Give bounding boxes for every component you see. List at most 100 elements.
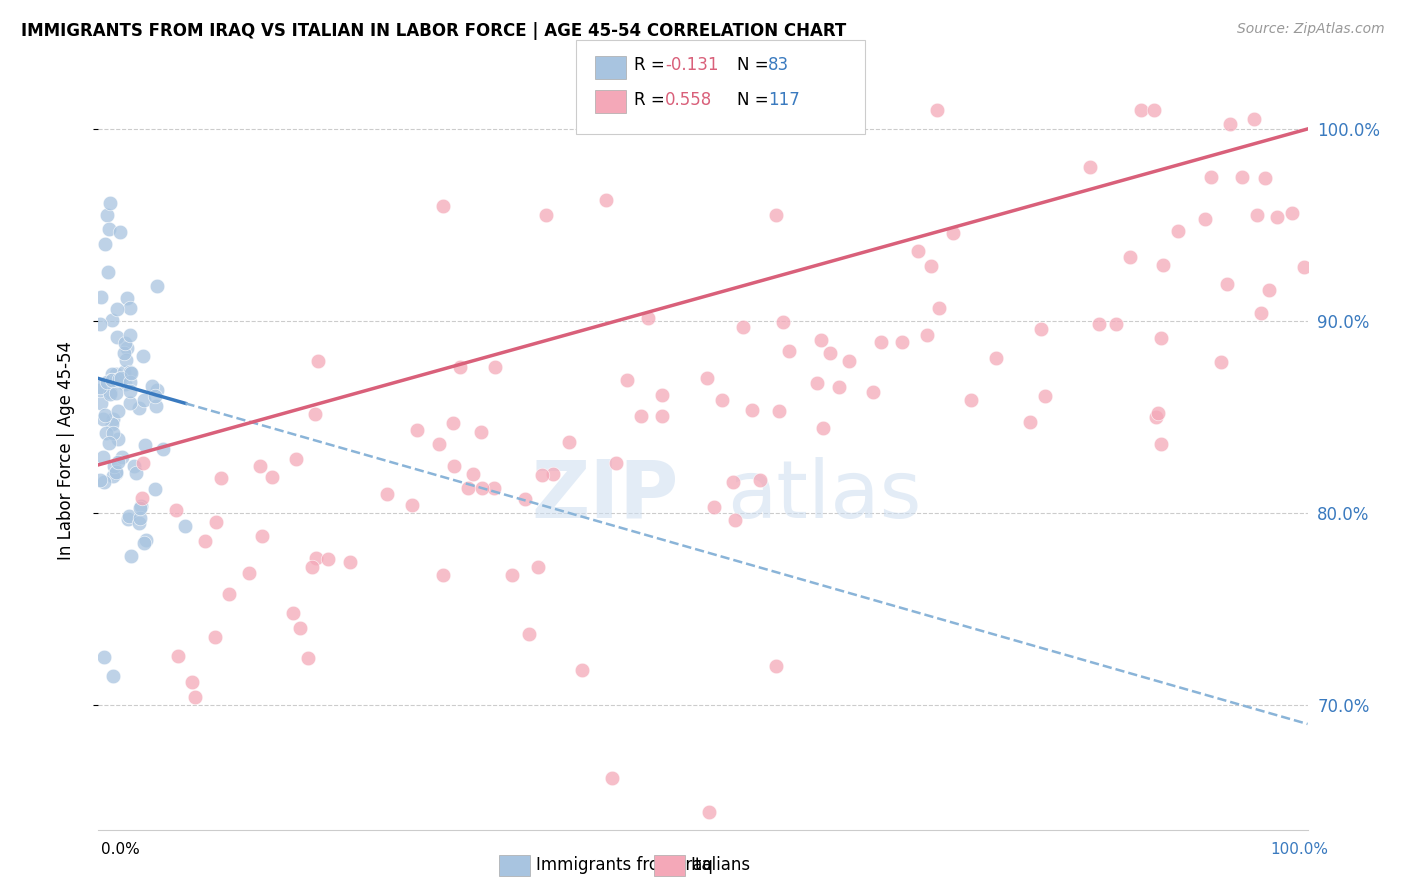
Point bbox=[530, 468, 553, 483]
Point bbox=[98, 387, 121, 401]
Point bbox=[89, 473, 111, 487]
Point bbox=[143, 482, 166, 496]
Point bbox=[768, 403, 790, 417]
Point bbox=[134, 438, 156, 452]
Point bbox=[748, 473, 770, 487]
Point bbox=[218, 587, 240, 601]
Text: Italians: Italians bbox=[690, 856, 751, 874]
Point bbox=[571, 663, 593, 677]
Point bbox=[1150, 331, 1173, 345]
Point bbox=[90, 396, 112, 410]
Point bbox=[111, 450, 134, 464]
Point bbox=[101, 367, 124, 381]
Point bbox=[105, 385, 128, 400]
Point bbox=[602, 771, 624, 785]
Point bbox=[307, 354, 329, 368]
Point bbox=[101, 412, 124, 426]
Point bbox=[1152, 258, 1174, 272]
Point bbox=[98, 385, 121, 400]
Point bbox=[651, 409, 673, 423]
Point bbox=[697, 805, 720, 820]
Point bbox=[605, 456, 627, 470]
Point bbox=[1292, 260, 1315, 275]
Point bbox=[107, 432, 129, 446]
Text: R =: R = bbox=[634, 56, 671, 74]
Point bbox=[765, 208, 787, 222]
Point bbox=[297, 651, 319, 665]
Point bbox=[558, 434, 581, 449]
Point bbox=[98, 195, 121, 210]
Point bbox=[101, 469, 124, 483]
Point bbox=[741, 403, 763, 417]
Point bbox=[1215, 277, 1237, 292]
Point bbox=[316, 552, 339, 566]
Point bbox=[1230, 169, 1253, 184]
Point bbox=[152, 442, 174, 456]
Point bbox=[96, 208, 118, 222]
Point bbox=[305, 551, 328, 566]
Point bbox=[117, 512, 139, 526]
Point bbox=[1130, 103, 1153, 117]
Point bbox=[1265, 210, 1288, 224]
Point bbox=[91, 450, 114, 464]
Point bbox=[1254, 170, 1277, 185]
Point bbox=[288, 621, 311, 635]
Point bbox=[174, 519, 197, 533]
Point bbox=[107, 404, 129, 418]
Point bbox=[108, 225, 131, 239]
Point bbox=[471, 481, 494, 495]
Point bbox=[103, 459, 125, 474]
Point bbox=[135, 533, 157, 547]
Point bbox=[696, 370, 718, 384]
Point bbox=[304, 407, 326, 421]
Point bbox=[427, 437, 450, 451]
Point bbox=[449, 359, 471, 374]
Text: R =: R = bbox=[634, 91, 671, 109]
Point bbox=[630, 409, 652, 423]
Text: atlas: atlas bbox=[727, 457, 921, 535]
Point bbox=[120, 327, 142, 342]
Point bbox=[93, 649, 115, 664]
Point bbox=[1119, 250, 1142, 264]
Point bbox=[920, 259, 942, 273]
Point bbox=[616, 373, 638, 387]
Point bbox=[114, 377, 136, 392]
Point bbox=[810, 333, 832, 347]
Point bbox=[115, 291, 138, 305]
Point bbox=[181, 674, 204, 689]
Point bbox=[915, 328, 938, 343]
Point bbox=[925, 103, 948, 117]
Point bbox=[105, 466, 128, 480]
Point bbox=[107, 454, 129, 468]
Point bbox=[806, 376, 828, 391]
Point bbox=[165, 502, 187, 516]
Point bbox=[1105, 318, 1128, 332]
Point bbox=[432, 199, 454, 213]
Point bbox=[457, 481, 479, 495]
Point bbox=[111, 372, 134, 386]
Point bbox=[1246, 208, 1268, 222]
Point bbox=[100, 372, 122, 386]
Point bbox=[703, 500, 725, 515]
Point bbox=[128, 516, 150, 530]
Text: N =: N = bbox=[737, 91, 773, 109]
Point bbox=[167, 649, 190, 664]
Point bbox=[1088, 317, 1111, 331]
Point bbox=[907, 244, 929, 259]
Point bbox=[110, 371, 132, 385]
Text: 83: 83 bbox=[768, 56, 789, 74]
Point bbox=[721, 475, 744, 490]
Point bbox=[125, 466, 148, 480]
Point bbox=[204, 630, 226, 644]
Point bbox=[120, 396, 142, 410]
Point bbox=[711, 393, 734, 408]
Text: Source: ZipAtlas.com: Source: ZipAtlas.com bbox=[1237, 22, 1385, 37]
Point bbox=[443, 458, 465, 473]
Point bbox=[89, 383, 111, 397]
Point bbox=[104, 372, 127, 386]
Point bbox=[541, 467, 564, 482]
Point bbox=[1150, 437, 1173, 451]
Point bbox=[129, 510, 152, 524]
Point bbox=[94, 408, 117, 422]
Point bbox=[1031, 322, 1053, 336]
